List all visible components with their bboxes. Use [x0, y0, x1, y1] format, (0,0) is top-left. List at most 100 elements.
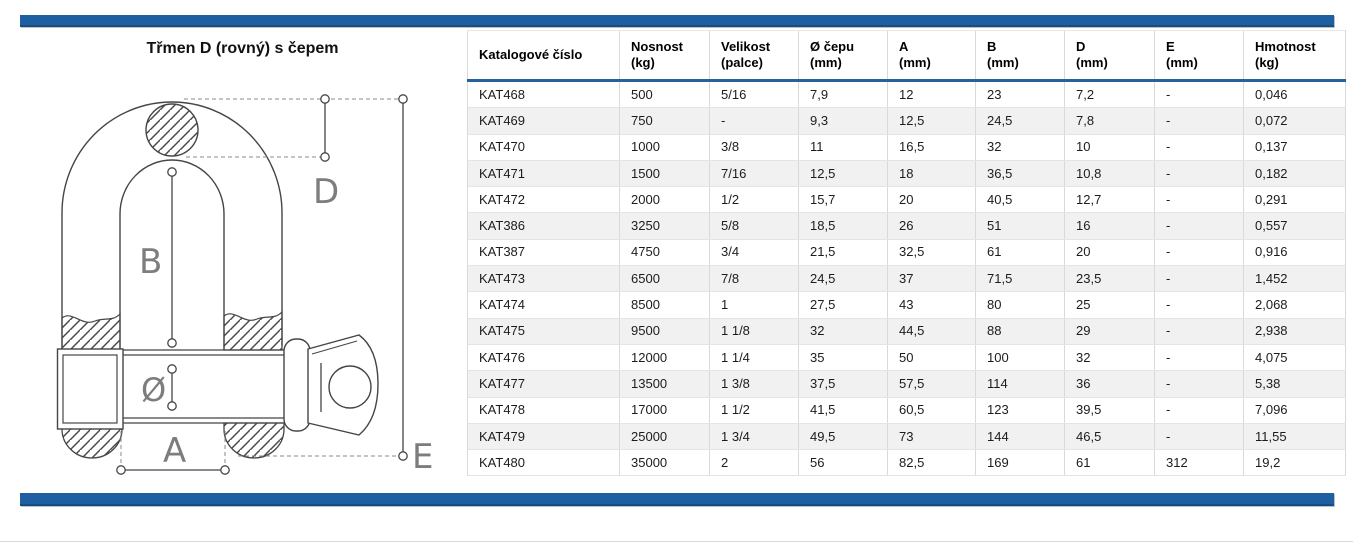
table-cell: -	[1154, 212, 1244, 240]
table-cell: 1000	[619, 134, 710, 161]
col-header-prumer-cepu: Ø čepu (mm)	[798, 30, 888, 82]
col-header-velikost: Velikost (palce)	[709, 30, 799, 82]
dim-label-d: D	[313, 172, 339, 212]
table-cell: 26	[887, 212, 976, 240]
table-cell: 1500	[619, 160, 710, 188]
table-cell: KAT480	[467, 449, 620, 477]
table-cell: -	[1154, 80, 1244, 109]
table-cell: 36,5	[975, 160, 1065, 188]
dimension-e: E	[238, 94, 433, 477]
table-row: KAT386 3250 5/8 18,5 26 51 16-0,557	[467, 212, 1346, 240]
table-cell: 61	[975, 239, 1065, 267]
table-cell: 12	[887, 80, 976, 109]
table-cell: 8500	[619, 291, 710, 319]
table-cell: 23,5	[1064, 265, 1155, 293]
table-cell: KAT478	[467, 397, 620, 424]
spec-table: Katalogové číslo Nosnost (kg) Velikost (…	[467, 30, 1346, 477]
table-cell: 61	[1064, 449, 1155, 477]
table-cell: 1/2	[709, 186, 799, 214]
table-cell: 32	[1064, 344, 1155, 372]
table-cell: 0,557	[1243, 212, 1346, 240]
table-cell: 12000	[619, 344, 710, 372]
col-header-katalogove-cislo: Katalogové číslo	[467, 30, 620, 82]
table-cell: 51	[975, 212, 1065, 240]
table-cell: -	[709, 107, 799, 135]
table-cell: 169	[975, 449, 1065, 477]
table-cell: 0,046	[1243, 80, 1346, 109]
table-cell: 73	[887, 423, 976, 451]
dimension-a: A	[116, 431, 230, 475]
table-cell: KAT472	[467, 186, 620, 214]
table-cell: -	[1154, 344, 1244, 372]
table-header-row: Katalogové číslo Nosnost (kg) Velikost (…	[467, 30, 1346, 82]
table-cell: 56	[798, 449, 888, 477]
bottom-accent-bar	[20, 493, 1334, 506]
table-cell: 5/16	[709, 80, 799, 109]
table-row: KAT478 17000 1 1/2 41,5 60,5 123 39,5-7,096	[467, 397, 1346, 424]
dimension-diameter: Ø	[141, 364, 177, 411]
table-cell: -	[1154, 423, 1244, 451]
table-cell: 312	[1154, 449, 1244, 477]
table-cell: 21,5	[798, 239, 888, 267]
table-cell: 29	[1064, 318, 1155, 345]
table-cell: -	[1154, 134, 1244, 161]
table-cell: 10	[1064, 134, 1155, 161]
table-cell: KAT475	[467, 318, 620, 345]
table-cell: 15,7	[798, 186, 888, 214]
table-cell: 13500	[619, 370, 710, 398]
dim-label-a: A	[163, 431, 186, 471]
diagram-title: Třmen D (rovný) s čepem	[146, 40, 339, 57]
table-cell: KAT468	[467, 80, 620, 109]
col-header-a: A (mm)	[887, 30, 976, 82]
table-cell: 23	[975, 80, 1065, 109]
table-cell: -	[1154, 186, 1244, 214]
col-header-nosnost: Nosnost (kg)	[619, 30, 710, 82]
table-cell: 7,9	[798, 80, 888, 109]
right-leg-hatched-section	[223, 310, 283, 351]
table-cell: 37,5	[798, 370, 888, 398]
table-cell: 16	[1064, 212, 1155, 240]
table-cell: 35	[798, 344, 888, 372]
table-cell: 1,452	[1243, 265, 1346, 293]
table-cell: 25	[1064, 291, 1155, 319]
table-cell: 123	[975, 397, 1065, 424]
table-cell: 4750	[619, 239, 710, 267]
table-cell: 25000	[619, 423, 710, 451]
table-cell: 0,072	[1243, 107, 1346, 135]
pin-body	[122, 349, 287, 424]
table-cell: 114	[975, 370, 1065, 398]
table-row: KAT472 2000 1/2 15,7 20 40,5 12,7-0,291	[467, 186, 1346, 214]
outer-bow-outline	[61, 101, 283, 423]
table-cell: -	[1154, 318, 1244, 345]
table-row: KAT471 1500 7/16 12,5 18 36,5 10,8-0,182	[467, 160, 1346, 188]
left-leg-hatched-section	[61, 312, 121, 351]
table-cell: 2000	[619, 186, 710, 214]
table-cell: -	[1154, 107, 1244, 135]
table-cell: 0,137	[1243, 134, 1346, 161]
table-cell: 750	[619, 107, 710, 135]
table-cell: 18	[887, 160, 976, 188]
table-header: Katalogové číslo Nosnost (kg) Velikost (…	[467, 30, 1346, 82]
table-cell: 18,5	[798, 212, 888, 240]
col-header-b: B (mm)	[975, 30, 1065, 82]
table-cell: 12,7	[1064, 186, 1155, 214]
table-cell: -	[1154, 160, 1244, 188]
table-cell: 24,5	[798, 265, 888, 293]
table-cell: KAT470	[467, 134, 620, 161]
table-row: KAT476 12000 1 1/4 35 50 100 32-4,075	[467, 344, 1346, 372]
table-cell: 0,182	[1243, 160, 1346, 188]
table-cell: 500	[619, 80, 710, 109]
table-cell: 3/4	[709, 239, 799, 267]
col-header-hmotnost: Hmotnost (kg)	[1243, 30, 1346, 82]
table-cell: 7,096	[1243, 397, 1346, 424]
dim-label-diameter: Ø	[141, 371, 166, 409]
table-cell: 71,5	[975, 265, 1065, 293]
table-cell: 2	[709, 449, 799, 477]
table-cell: 19,2	[1243, 449, 1346, 477]
top-accent-bar	[20, 15, 1334, 27]
table-cell: 43	[887, 291, 976, 319]
table-cell: 4,075	[1243, 344, 1346, 372]
table-cell: 3250	[619, 212, 710, 240]
table-cell: 7,8	[1064, 107, 1155, 135]
table-cell: 1 1/2	[709, 397, 799, 424]
